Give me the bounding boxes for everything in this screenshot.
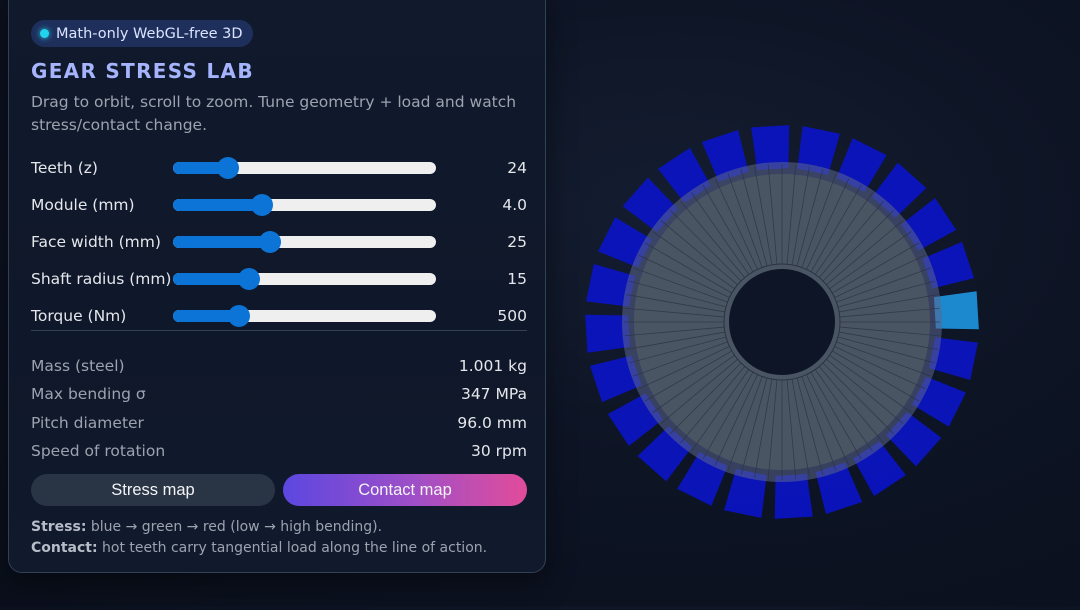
shaft-radius-label: Shaft radius (mm) xyxy=(31,270,172,288)
contact-legend: Contact: hot teeth carry tangential load… xyxy=(31,540,487,556)
badge-label: Math-only WebGL-free 3D xyxy=(56,25,243,42)
stress-legend-text: blue → green → red (low → high bending). xyxy=(86,519,383,535)
torque-slider[interactable] xyxy=(173,305,436,327)
teeth-control: Teeth (z) 24 xyxy=(31,153,527,183)
stat-value: 1.001 kg xyxy=(458,357,527,375)
control-panel: Math-only WebGL-free 3D GEAR STRESS LAB … xyxy=(8,0,546,573)
stat-value: 347 MPa xyxy=(460,385,527,403)
stat-label: Speed of rotation xyxy=(31,442,166,460)
module-value: 4.0 xyxy=(502,196,527,214)
page-title: GEAR STRESS LAB xyxy=(31,59,254,83)
stress-map-button[interactable]: Stress map xyxy=(31,474,275,506)
gear-3d-viewport[interactable] xyxy=(560,0,1080,606)
torque-slider-thumb[interactable] xyxy=(227,305,250,327)
status-dot-icon xyxy=(40,29,49,38)
shaft-radius-slider-thumb[interactable] xyxy=(238,268,261,290)
torque-label: Torque (Nm) xyxy=(31,307,127,325)
contact-legend-text: hot teeth carry tangential load along th… xyxy=(97,540,488,556)
divider xyxy=(31,330,527,331)
face-width-label: Face width (mm) xyxy=(31,233,161,251)
stat-value: 96.0 mm xyxy=(457,414,527,432)
module-slider-thumb[interactable] xyxy=(251,194,274,216)
module-slider[interactable] xyxy=(173,194,436,216)
face-width-slider[interactable] xyxy=(173,231,436,253)
contact-map-button[interactable]: Contact map xyxy=(283,474,527,506)
stat-value: 30 rpm xyxy=(471,442,527,460)
mode-badge: Math-only WebGL-free 3D xyxy=(31,20,253,47)
teeth-slider[interactable] xyxy=(173,157,436,179)
torque-value: 500 xyxy=(497,307,527,325)
gear-render xyxy=(585,125,979,519)
torque-slider-fill xyxy=(173,310,239,322)
shaft-radius-control: Shaft radius (mm) 15 xyxy=(31,264,527,294)
face-width-control: Face width (mm) 25 xyxy=(31,227,527,257)
teeth-slider-thumb[interactable] xyxy=(217,157,240,179)
teeth-value: 24 xyxy=(507,159,527,177)
stress-legend-key: Stress: xyxy=(31,519,87,535)
face-width-slider-thumb[interactable] xyxy=(259,231,282,253)
shaft-radius-slider[interactable] xyxy=(173,268,436,290)
torque-control: Torque (Nm) 500 xyxy=(31,301,527,331)
module-slider-fill xyxy=(173,199,263,211)
stat-label: Mass (steel) xyxy=(31,357,125,375)
face-width-slider-fill xyxy=(173,236,271,248)
shaft-radius-slider-fill xyxy=(173,273,250,285)
stress-legend: Stress: blue → green → red (low → high b… xyxy=(31,519,382,535)
stat-label: Max bending σ xyxy=(31,385,146,403)
stat-speed: Speed of rotation 30 rpm xyxy=(31,442,527,460)
instructions: Drag to orbit, scroll to zoom. Tune geom… xyxy=(31,93,517,134)
module-control: Module (mm) 4.0 xyxy=(31,190,527,220)
stat-mass: Mass (steel) 1.001 kg xyxy=(31,357,527,375)
teeth-label: Teeth (z) xyxy=(31,159,98,177)
shaft-radius-value: 15 xyxy=(507,270,527,288)
stat-max-bending: Max bending σ 347 MPa xyxy=(31,385,527,403)
module-label: Module (mm) xyxy=(31,196,135,214)
stat-label: Pitch diameter xyxy=(31,414,144,432)
face-width-value: 25 xyxy=(507,233,527,251)
teeth-slider-fill xyxy=(173,162,229,174)
stat-pitch-diameter: Pitch diameter 96.0 mm xyxy=(31,414,527,432)
contact-legend-key: Contact: xyxy=(31,540,98,556)
